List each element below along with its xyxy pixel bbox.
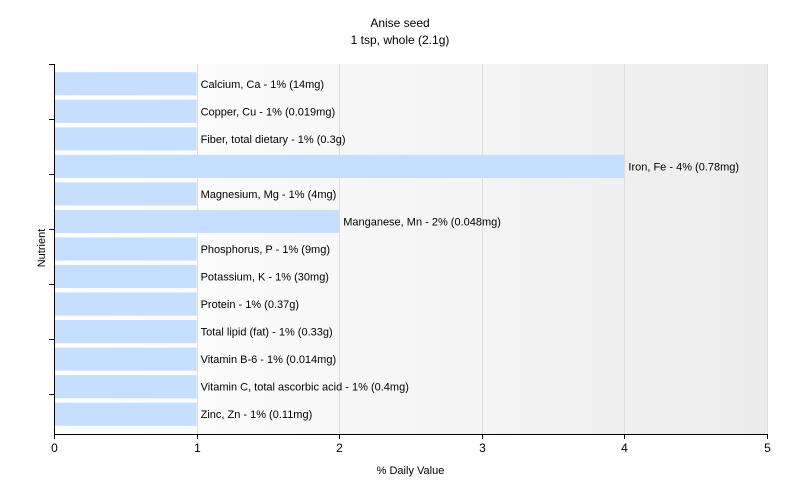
chart-title: Anise seed	[370, 16, 430, 30]
x-tick-label: 4	[621, 441, 628, 455]
x-tick-label: 2	[336, 441, 343, 455]
bar	[55, 375, 197, 399]
bar	[55, 347, 197, 371]
bar	[55, 127, 197, 151]
bar-label: Magnesium, Mg - 1% (4mg)	[201, 189, 337, 201]
bar	[55, 182, 197, 206]
bar-label: Phosphorus, P - 1% (9mg)	[201, 244, 330, 256]
bar-label: Total lipid (fat) - 1% (0.33g)	[201, 327, 333, 339]
bar-label: Vitamin C, total ascorbic acid - 1% (0.4…	[201, 382, 409, 394]
x-axis-label: % Daily Value	[376, 465, 445, 477]
chart-subtitle: 1 tsp, whole (2.1g)	[350, 33, 450, 47]
bar	[55, 320, 197, 344]
y-axis-label: Nutrient	[36, 228, 48, 268]
bar	[55, 292, 197, 316]
bar-label: Iron, Fe - 4% (0.78mg)	[628, 161, 739, 173]
bar	[55, 154, 625, 178]
x-tick-label: 1	[194, 441, 201, 455]
x-tick-label: 5	[764, 441, 771, 455]
x-tick-label: 3	[479, 441, 486, 455]
bar-label: Protein - 1% (0.37g)	[201, 299, 299, 311]
x-tick-label: 0	[51, 441, 58, 455]
bar-label: Zinc, Zn - 1% (0.11mg)	[201, 409, 313, 421]
bar	[55, 237, 197, 261]
bar	[55, 264, 197, 289]
bar-label: Manganese, Mn - 2% (0.048mg)	[343, 216, 501, 228]
bar-label: Copper, Cu - 1% (0.019mg)	[201, 106, 336, 118]
bar-label: Fiber, total dietary - 1% (0.3g)	[201, 134, 346, 146]
bar-label: Calcium, Ca - 1% (14mg)	[201, 79, 324, 91]
bar	[55, 99, 197, 123]
bar-label: Potassium, K - 1% (30mg)	[201, 272, 329, 284]
bar	[55, 209, 340, 234]
bar-label: Vitamin B-6 - 1% (0.014mg)	[201, 354, 337, 366]
bar	[55, 72, 197, 96]
bar	[55, 402, 197, 426]
